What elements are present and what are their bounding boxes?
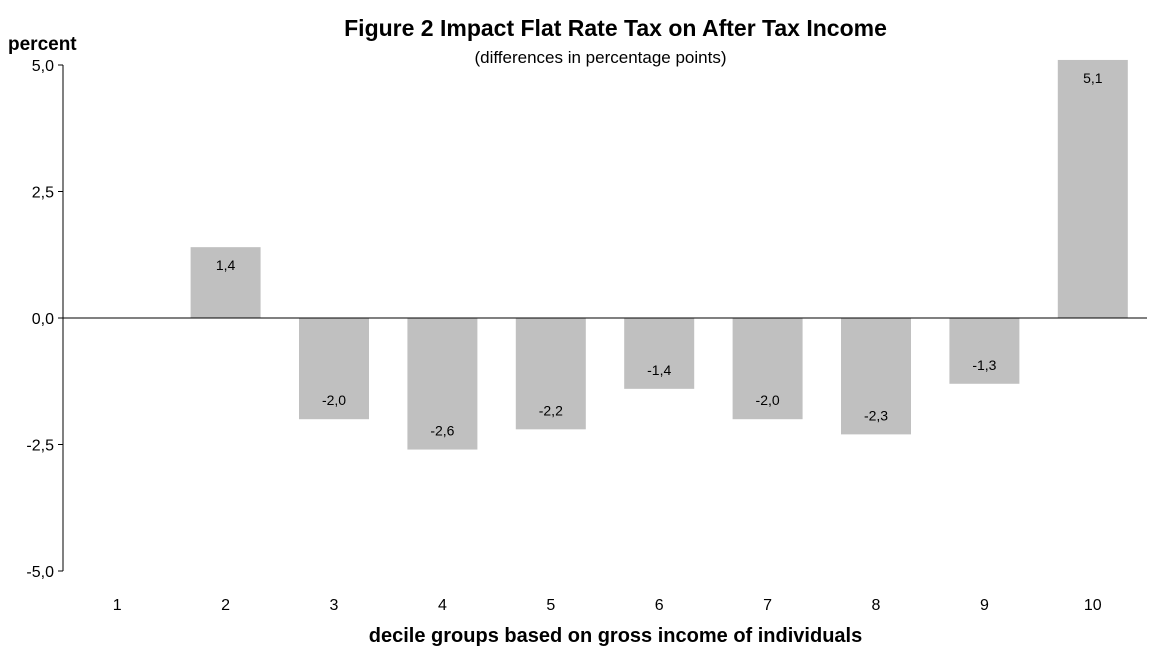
bar-9: [949, 318, 1020, 384]
data-label: -1,4: [647, 362, 671, 378]
bar-4: [407, 318, 478, 450]
y-tick-label: 5,0: [32, 58, 54, 75]
chart-subtitle: (differences in percentage points): [474, 48, 727, 67]
y-tick-label: 0,0: [32, 311, 54, 328]
bar-7: [732, 318, 803, 420]
bar-2: [190, 247, 261, 318]
bar-6: [624, 318, 695, 389]
x-axis-label: decile groups based on gross income of i…: [368, 625, 863, 647]
x-tick-label: 6: [655, 597, 664, 614]
data-label: -2,3: [864, 407, 888, 423]
x-tick-label: 4: [438, 597, 447, 614]
x-tick-label: 7: [763, 597, 772, 614]
x-tick-label: 3: [330, 597, 339, 614]
y-axis-label: percent: [8, 34, 77, 55]
bar-3: [299, 318, 369, 420]
data-label: 5,1: [1083, 70, 1103, 86]
data-label: 1,4: [216, 257, 236, 273]
data-label: -2,0: [756, 392, 780, 408]
data-label: -2,6: [430, 423, 454, 439]
data-label: -2,0: [322, 392, 346, 408]
x-tick-label: 5: [546, 597, 555, 614]
x-tick-label: 8: [872, 597, 881, 614]
bar-8: [841, 318, 911, 435]
bar-10: [1057, 59, 1128, 318]
data-label: -2,2: [539, 402, 563, 418]
y-tick-label: -2,5: [26, 438, 54, 455]
data-label: -1,3: [972, 357, 996, 373]
chart-title: Figure 2 Impact Flat Rate Tax on After T…: [344, 15, 887, 41]
x-tick-label: 10: [1084, 597, 1102, 614]
y-tick-label: 2,5: [32, 185, 54, 202]
bar-5: [515, 318, 586, 430]
x-tick-label: 1: [113, 597, 122, 614]
y-tick-label: -5,0: [26, 564, 54, 581]
x-tick-label: 9: [980, 597, 989, 614]
x-tick-label: 2: [221, 597, 230, 614]
